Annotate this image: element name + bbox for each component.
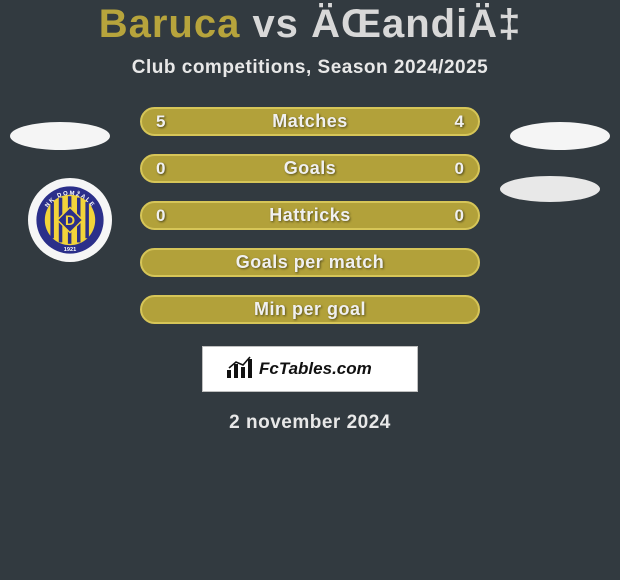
stat-bar-goals: 0 Goals 0 xyxy=(140,154,480,183)
stat-right-value: 0 xyxy=(455,206,464,226)
player2-club-placeholder xyxy=(500,176,600,202)
stat-left-value: 0 xyxy=(156,206,165,226)
stat-label: Min per goal xyxy=(254,299,366,320)
player2-name: ÄŒandiÄ‡ xyxy=(311,2,521,46)
fctables-attribution: FcTables.com xyxy=(202,346,418,392)
stat-right-value: 0 xyxy=(455,159,464,179)
stat-right-value: 4 xyxy=(455,112,464,132)
stat-bar-hattricks: 0 Hattricks 0 xyxy=(140,201,480,230)
stat-bar-min-per-goal: Min per goal xyxy=(140,295,480,324)
stat-bar-matches: 5 Matches 4 xyxy=(140,107,480,136)
player2-photo-placeholder xyxy=(510,122,610,150)
stat-label: Goals per match xyxy=(236,252,385,273)
fctables-logo-icon: FcTables.com xyxy=(225,354,395,384)
stat-left-value: 0 xyxy=(156,159,165,179)
snapshot-date: 2 november 2024 xyxy=(0,412,620,434)
player1-club-badge: D NK DOMŽALE 1921 xyxy=(28,178,112,262)
svg-text:1921: 1921 xyxy=(64,247,76,253)
stat-bar-goals-per-match: Goals per match xyxy=(140,248,480,277)
comparison-title: Baruca vs ÄŒandiÄ‡ xyxy=(0,2,620,47)
svg-text:FcTables.com: FcTables.com xyxy=(259,359,372,378)
stat-label: Matches xyxy=(272,111,348,132)
vs-separator: vs xyxy=(252,2,299,46)
stat-label: Goals xyxy=(284,158,337,179)
player1-photo-placeholder xyxy=(10,122,110,150)
stat-label: Hattricks xyxy=(269,205,351,226)
player1-name: Baruca xyxy=(99,2,241,46)
svg-text:D: D xyxy=(65,212,75,228)
stat-bars: 5 Matches 4 0 Goals 0 0 Hattricks 0 Goal… xyxy=(140,107,480,324)
domzale-crest-icon: D NK DOMŽALE 1921 xyxy=(35,185,105,255)
stat-left-value: 5 xyxy=(156,112,165,132)
subtitle: Club competitions, Season 2024/2025 xyxy=(0,57,620,79)
